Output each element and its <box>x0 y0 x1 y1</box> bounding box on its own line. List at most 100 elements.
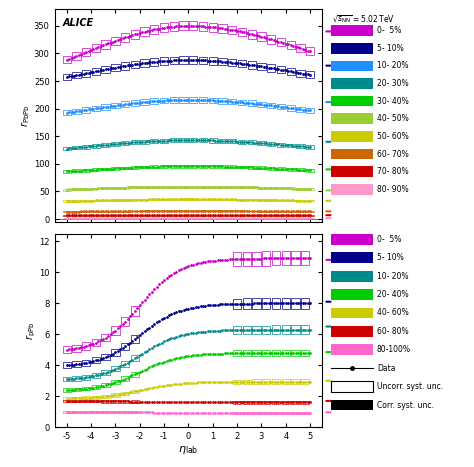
Bar <box>72 200 81 202</box>
Bar <box>296 200 305 201</box>
Bar <box>82 342 91 350</box>
Bar <box>131 389 139 393</box>
Bar <box>247 186 256 188</box>
Bar <box>257 141 265 145</box>
Bar <box>228 165 237 168</box>
Text: 60- 70%: 60- 70% <box>377 149 409 158</box>
Bar <box>179 138 188 142</box>
Text: 80- 90%: 80- 90% <box>377 185 409 194</box>
Bar <box>189 138 198 142</box>
Bar <box>160 23 168 32</box>
Bar <box>179 97 188 103</box>
Bar <box>170 97 178 103</box>
Bar <box>199 165 207 168</box>
Bar <box>209 210 217 211</box>
Bar <box>209 165 217 168</box>
Bar <box>121 361 129 367</box>
Bar <box>228 139 237 143</box>
Bar <box>272 401 280 404</box>
Bar <box>189 21 198 30</box>
Bar <box>140 186 149 188</box>
Bar <box>131 411 139 413</box>
Bar <box>63 147 71 150</box>
Bar <box>82 188 91 190</box>
Bar <box>170 138 178 142</box>
Bar <box>296 169 305 171</box>
Bar <box>82 48 91 56</box>
Bar <box>160 198 168 200</box>
Bar <box>238 211 246 212</box>
Bar <box>247 211 256 212</box>
Bar <box>292 379 300 384</box>
Bar <box>121 101 129 107</box>
Bar <box>292 325 300 334</box>
Text: ALICE: ALICE <box>63 18 94 28</box>
Bar <box>101 199 110 201</box>
Bar <box>247 215 256 216</box>
Bar <box>286 168 295 170</box>
Bar <box>247 61 256 69</box>
Text: 5- 10%: 5- 10% <box>377 253 404 262</box>
Bar <box>247 199 256 200</box>
Bar <box>121 343 129 350</box>
Bar <box>170 215 178 216</box>
Bar <box>92 411 100 413</box>
Bar <box>150 186 158 188</box>
Bar <box>292 298 300 309</box>
Bar <box>101 143 110 147</box>
Bar <box>238 199 246 200</box>
Bar <box>277 167 285 170</box>
Bar <box>306 188 314 190</box>
Bar <box>331 113 373 124</box>
Text: 30- 40%: 30- 40% <box>377 97 409 106</box>
Bar <box>179 185 188 188</box>
Bar <box>286 68 295 75</box>
Bar <box>101 40 110 49</box>
Bar <box>331 344 373 355</box>
Bar <box>296 215 305 216</box>
Bar <box>331 308 373 318</box>
Bar <box>92 400 100 403</box>
Bar <box>262 412 271 414</box>
Bar <box>277 199 285 201</box>
Bar <box>301 298 310 309</box>
Bar <box>82 169 91 171</box>
Bar <box>189 198 198 200</box>
Bar <box>121 376 129 381</box>
Bar <box>82 211 91 212</box>
Bar <box>63 377 71 382</box>
Bar <box>140 166 149 169</box>
Bar <box>131 372 139 377</box>
Text: Uncorr. syst. unc.: Uncorr. syst. unc. <box>377 382 443 391</box>
Bar <box>170 198 178 200</box>
Bar <box>219 24 227 33</box>
Bar <box>228 215 237 216</box>
Bar <box>282 350 290 356</box>
Bar <box>331 400 373 410</box>
Bar <box>233 380 241 384</box>
Bar <box>228 99 237 105</box>
Bar <box>209 198 217 200</box>
Bar <box>286 41 295 50</box>
Bar <box>121 62 129 70</box>
Bar <box>243 380 251 384</box>
Bar <box>179 215 188 216</box>
Bar <box>238 60 246 67</box>
Bar <box>131 211 139 212</box>
Bar <box>189 210 198 211</box>
Bar <box>63 411 71 413</box>
Bar <box>209 186 217 188</box>
Bar <box>140 211 149 212</box>
Text: 20- 30%: 20- 30% <box>377 79 409 88</box>
Bar <box>247 141 256 144</box>
Bar <box>228 199 237 200</box>
Text: 10- 20%: 10- 20% <box>377 61 409 71</box>
Bar <box>111 393 119 396</box>
Bar <box>277 187 285 189</box>
Bar <box>257 101 265 107</box>
Bar <box>199 22 207 31</box>
Bar <box>257 166 265 169</box>
Bar <box>331 78 373 89</box>
Bar <box>286 200 295 201</box>
Bar <box>150 198 158 200</box>
